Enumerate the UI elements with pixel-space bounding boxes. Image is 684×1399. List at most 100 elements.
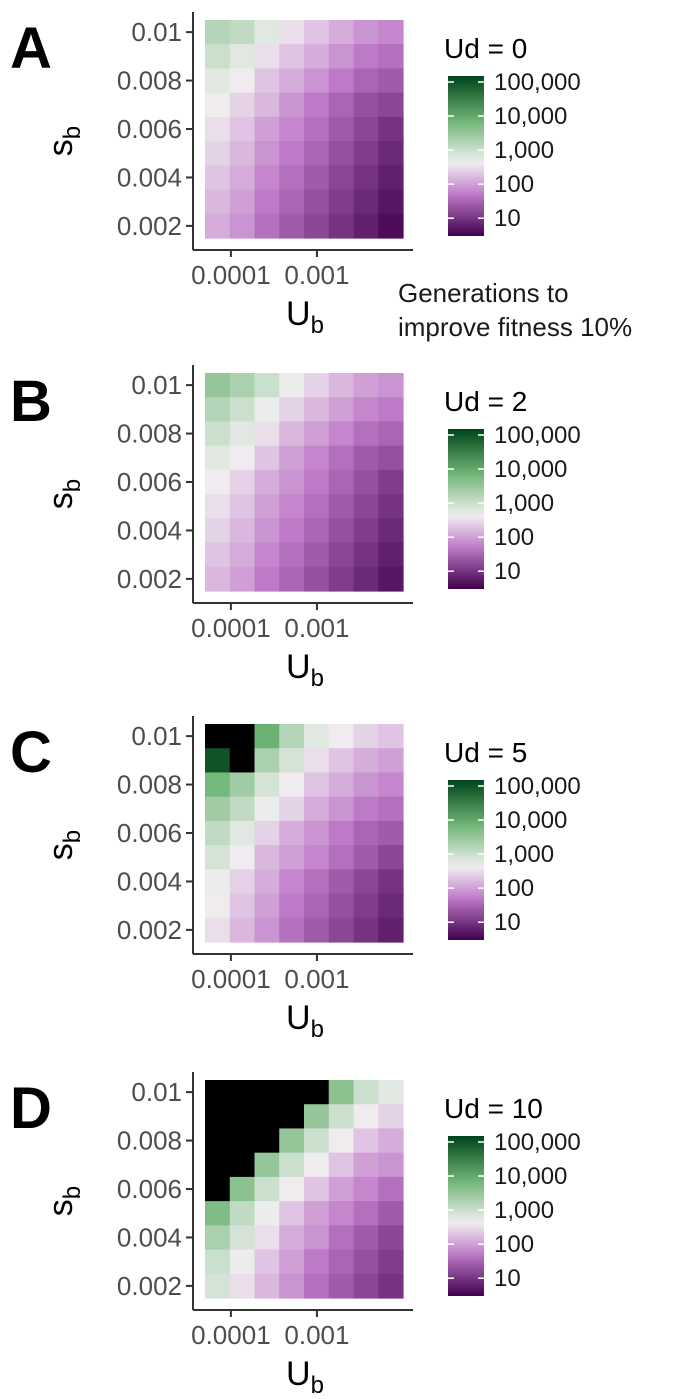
heatmap-cell bbox=[304, 397, 330, 423]
legend-label: 1,000 bbox=[494, 841, 554, 868]
heatmap-cell bbox=[279, 772, 305, 798]
heatmap-cell bbox=[378, 1201, 404, 1226]
panel-letter: D bbox=[10, 1076, 52, 1141]
heatmap-cell bbox=[205, 917, 231, 943]
heatmap-cell bbox=[328, 92, 355, 118]
heatmap-cell bbox=[229, 1273, 256, 1299]
legend-label: 10,000 bbox=[494, 103, 567, 130]
heatmap-cell bbox=[279, 44, 305, 70]
panel-letter: C bbox=[10, 720, 52, 785]
y-tick-label: 0.002 bbox=[117, 211, 182, 241]
heatmap-cell bbox=[304, 213, 330, 239]
heatmap-cell bbox=[254, 518, 280, 544]
heatmap-cell bbox=[328, 845, 355, 870]
y-tick-label: 0.004 bbox=[117, 162, 182, 192]
y-axis-title: sb bbox=[42, 479, 86, 509]
heatmap-cell bbox=[279, 845, 305, 870]
heatmap-cell bbox=[205, 1249, 231, 1275]
heatmap-cell bbox=[229, 494, 256, 519]
heatmap-cell bbox=[254, 116, 280, 142]
heatmap-cell bbox=[205, 1225, 231, 1251]
heatmap-cell bbox=[229, 724, 256, 749]
x-tick-label: 0.001 bbox=[284, 260, 349, 290]
heatmap-cell bbox=[378, 566, 404, 592]
legend-title: Ud = 10 bbox=[444, 1093, 543, 1124]
heatmap-cell bbox=[205, 421, 231, 447]
heatmap-cell bbox=[254, 44, 280, 70]
heatmap-cell bbox=[353, 141, 379, 166]
heatmap-cell bbox=[254, 566, 280, 592]
x-axis-title: Ub bbox=[286, 295, 324, 339]
legend-label: 100,000 bbox=[494, 1129, 581, 1156]
heatmap-cell bbox=[254, 373, 280, 398]
y-tick-label: 0.002 bbox=[117, 564, 182, 594]
heatmap-cell bbox=[304, 869, 330, 895]
caption-line-1: Generations to bbox=[398, 278, 569, 308]
heatmap-cell bbox=[353, 1225, 379, 1251]
y-tick-label: 0.006 bbox=[117, 818, 182, 848]
heatmap-cell bbox=[254, 1176, 280, 1202]
heatmap-cell bbox=[304, 566, 330, 592]
heatmap-cell bbox=[229, 869, 256, 895]
heatmap-cell bbox=[304, 796, 330, 822]
heatmap-cell bbox=[378, 116, 404, 142]
panel-a: A 0.002 0.004 0.006 0.008 0.01 0.0001 0.001 Ub sb… bbox=[10, 12, 581, 339]
heatmap-cell bbox=[254, 1128, 280, 1154]
heatmap-cell bbox=[279, 165, 305, 191]
heatmap-cell bbox=[378, 469, 404, 495]
heatmap-cell bbox=[353, 1249, 379, 1275]
heatmap-cell bbox=[279, 494, 305, 519]
heatmap-cell bbox=[279, 116, 305, 142]
heatmap-cell bbox=[353, 1080, 379, 1105]
heatmap-cell bbox=[304, 189, 330, 215]
heatmap-cell bbox=[205, 748, 231, 774]
heatmap-cell bbox=[378, 748, 404, 774]
heatmap-cell bbox=[378, 1152, 404, 1178]
heatmap-cell bbox=[353, 189, 379, 215]
heatmap-cell bbox=[304, 165, 330, 191]
heatmap-cell bbox=[229, 68, 256, 94]
heatmap-cell bbox=[353, 724, 379, 749]
heatmap-cell bbox=[229, 92, 256, 118]
heatmap-cell bbox=[229, 116, 256, 142]
x-axis-title: Ub bbox=[286, 999, 324, 1043]
heatmap-cell bbox=[378, 189, 404, 215]
heatmap-cell bbox=[279, 1249, 305, 1275]
heatmap-cell bbox=[378, 820, 404, 846]
y-tick-label: 0.008 bbox=[117, 419, 182, 449]
legend-label: 100 bbox=[494, 875, 534, 902]
heatmap-cell bbox=[353, 518, 379, 544]
heatmap-cell bbox=[328, 189, 355, 215]
heatmap-cell bbox=[254, 724, 280, 749]
heatmap-cell bbox=[205, 772, 231, 798]
heatmap-cell bbox=[304, 1104, 330, 1130]
y-tick-label: 0.006 bbox=[117, 467, 182, 497]
heatmap-cell bbox=[328, 1080, 355, 1105]
heatmap-cell bbox=[205, 92, 231, 118]
heatmap-cell bbox=[229, 566, 256, 592]
heatmap-cell bbox=[229, 141, 256, 166]
heatmap-cell bbox=[229, 1201, 256, 1226]
heatmap-cell bbox=[353, 1176, 379, 1202]
heatmap-cell bbox=[279, 189, 305, 215]
heatmap-cell bbox=[229, 1225, 256, 1251]
legend-label: 100 bbox=[494, 524, 534, 551]
y-tick-label: 0.008 bbox=[117, 66, 182, 96]
caption-line-2: improve fitness 10% bbox=[398, 312, 632, 342]
heatmap-cell bbox=[328, 820, 355, 846]
legend-title: Ud = 5 bbox=[444, 737, 527, 768]
y-tick-label: 0.01 bbox=[131, 1077, 182, 1107]
heatmap-cell bbox=[205, 542, 231, 568]
heatmap-cell bbox=[254, 542, 280, 568]
heatmap-cell bbox=[229, 796, 256, 822]
heatmap-cell bbox=[229, 445, 256, 471]
heatmap-cell bbox=[304, 518, 330, 544]
legend-title: Ud = 0 bbox=[444, 33, 527, 64]
heatmap-cell bbox=[254, 421, 280, 447]
heatmap-cell bbox=[254, 189, 280, 215]
heatmap-cell bbox=[254, 445, 280, 471]
legend-label: 10 bbox=[494, 1265, 521, 1292]
heatmap-cell bbox=[279, 1152, 305, 1178]
heatmap-cell bbox=[353, 68, 379, 94]
heatmap-cell bbox=[254, 845, 280, 870]
